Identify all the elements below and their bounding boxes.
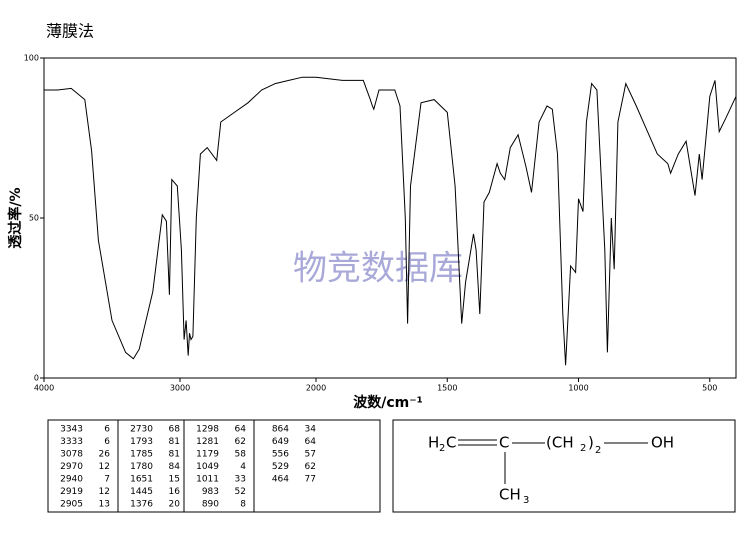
peak-wavenumber: 1793	[130, 437, 153, 447]
peak-intensity: 64	[235, 425, 247, 435]
peak-wavenumber: 1651	[130, 475, 153, 485]
structure-text: CH	[499, 486, 521, 504]
structure-text: C	[499, 434, 509, 452]
x-tick-label: 2000	[306, 384, 326, 393]
peak-wavenumber: 1298	[196, 425, 219, 435]
watermark: 物竞数据库	[293, 249, 463, 289]
peak-intensity: 62	[235, 437, 246, 447]
spectrum-line	[44, 76, 737, 366]
peak-intensity: 33	[235, 475, 246, 485]
peak-wavenumber: 3343	[60, 425, 83, 435]
peak-wavenumber: 1780	[130, 462, 153, 472]
x-axis-label: 波数/cm⁻¹	[353, 394, 423, 411]
peak-intensity: 81	[169, 450, 180, 460]
peak-wavenumber: 864	[272, 425, 289, 435]
peak-wavenumber: 1281	[196, 437, 219, 447]
peak-intensity: 16	[169, 487, 181, 497]
peak-wavenumber: 464	[272, 475, 289, 485]
peak-intensity: 20	[169, 500, 181, 510]
peak-intensity: 6	[104, 437, 110, 447]
peak-intensity: 57	[305, 450, 316, 460]
peak-wavenumber: 1445	[130, 487, 153, 497]
peak-wavenumber: 649	[272, 437, 289, 447]
x-tick-label: 1000	[568, 384, 588, 393]
peak-wavenumber: 2940	[60, 475, 83, 485]
peak-intensity: 12	[99, 462, 110, 472]
structure-text: (CH	[546, 434, 574, 452]
structure-text: C	[446, 434, 456, 452]
peak-intensity: 4	[240, 462, 246, 472]
peak-wavenumber: 556	[272, 450, 289, 460]
chart-title: 薄膜法	[46, 22, 94, 41]
structure-text: )	[588, 434, 594, 452]
x-tick-label: 4000	[34, 384, 54, 393]
peak-wavenumber: 529	[272, 462, 289, 472]
peak-wavenumber: 2905	[60, 500, 83, 510]
x-tick-label: 3000	[170, 384, 190, 393]
structure-text: H	[428, 434, 439, 452]
structure-text: 2	[580, 443, 586, 454]
peak-intensity: 77	[305, 475, 316, 485]
y-axis-label: 透过率/%	[7, 187, 24, 248]
structure: H 2 C C (CH 2 ) 2 OH CH 3	[428, 434, 674, 507]
peak-intensity: 68	[169, 425, 181, 435]
peak-intensity: 62	[305, 462, 316, 472]
structure-text: 2	[595, 445, 601, 456]
peak-wavenumber: 2970	[60, 462, 83, 472]
peak-intensity: 84	[169, 462, 181, 472]
peak-wavenumber: 890	[202, 500, 219, 510]
peak-wavenumber: 983	[202, 487, 219, 497]
peak-wavenumber: 2919	[60, 487, 83, 497]
peak-intensity: 15	[169, 475, 180, 485]
peak-intensity: 81	[169, 437, 180, 447]
structure-box	[392, 419, 736, 513]
peak-wavenumber: 1376	[130, 500, 153, 510]
structure-text: OH	[651, 434, 674, 452]
peak-intensity: 8	[240, 500, 246, 510]
peak-wavenumber: 2730	[130, 425, 153, 435]
peak-wavenumber: 3333	[60, 437, 83, 447]
peak-intensity: 34	[305, 425, 317, 435]
peak-intensity: 26	[99, 450, 111, 460]
peak-wavenumber: 1179	[196, 450, 219, 460]
peak-intensity: 6	[104, 425, 110, 435]
peak-table	[47, 419, 381, 513]
peak-intensity: 52	[235, 487, 246, 497]
peak-wavenumber: 1785	[130, 450, 153, 460]
peak-intensity: 58	[235, 450, 247, 460]
x-tick-label: 1500	[437, 384, 457, 393]
peak-intensity: 64	[305, 437, 317, 447]
y-tick-label: 0	[34, 374, 39, 383]
x-tick-label: 500	[702, 384, 717, 393]
plot-frame	[43, 57, 737, 379]
y-tick-label: 50	[29, 214, 39, 223]
peak-intensity: 12	[99, 487, 110, 497]
y-tick-label: 100	[24, 54, 39, 63]
peak-intensity: 7	[104, 475, 110, 485]
peak-wavenumber: 3078	[60, 450, 83, 460]
structure-text: 2	[439, 443, 445, 454]
peak-wavenumber: 1011	[196, 475, 219, 485]
peak-wavenumber: 1049	[196, 462, 219, 472]
peak-intensity: 13	[99, 500, 110, 510]
structure-text: 3	[523, 495, 529, 506]
